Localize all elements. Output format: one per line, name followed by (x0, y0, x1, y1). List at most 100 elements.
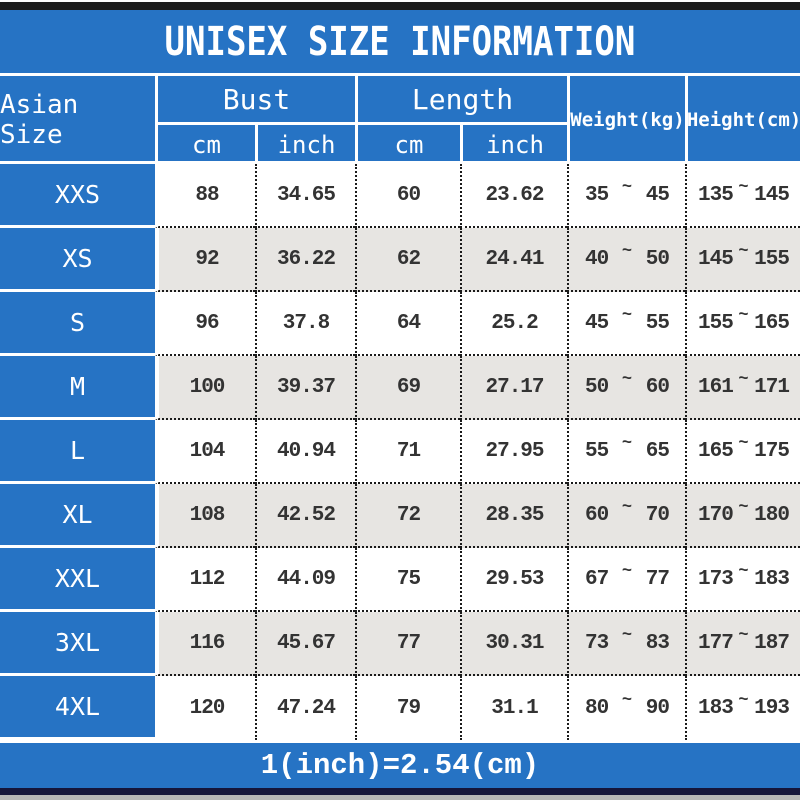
tilde-separator: ~ (738, 497, 749, 517)
height-min-value: 155 (698, 311, 734, 335)
table-row: L 104 40.94 71 27.95 55 ~ 65 165 ~ 175 (0, 420, 800, 484)
weight-max-value: 83 (645, 631, 670, 655)
tilde-separator: ~ (621, 177, 633, 197)
table-row: XXS 88 34.65 60 23.62 35 ~ 45 135 ~ 145 (0, 164, 800, 228)
height-range: 170 ~ 180 (685, 484, 800, 548)
column-header-bust-cm: cm (155, 122, 255, 164)
tilde-separator: ~ (738, 177, 749, 197)
tilde-separator: ~ (738, 690, 749, 710)
length-inch-value: 25.2 (460, 292, 567, 356)
length-cm-value: 69 (355, 356, 460, 420)
bust-cm-value: 120 (155, 676, 255, 740)
weight-min-value: 67 (585, 567, 609, 591)
height-max-value: 155 (754, 247, 790, 271)
height-range: 173 ~ 183 (685, 548, 800, 612)
length-cm-value: 79 (355, 676, 460, 740)
tilde-separator: ~ (738, 625, 749, 645)
height-range: 183 ~ 193 (685, 676, 800, 740)
weight-min-value: 73 (585, 631, 609, 655)
top-black-border (0, 2, 800, 10)
size-label: 4XL (0, 676, 155, 740)
height-min-value: 145 (698, 247, 734, 271)
bottom-navy-border (0, 788, 800, 795)
height-max-value: 193 (754, 696, 790, 720)
tilde-separator: ~ (621, 305, 633, 325)
column-header-length-cm: cm (355, 122, 460, 164)
height-min-value: 170 (698, 503, 734, 527)
height-range: 135 ~ 145 (685, 164, 800, 228)
weight-range: 67 ~ 77 (567, 548, 685, 612)
column-header-bust: Bust (155, 76, 355, 122)
weight-max-value: 45 (645, 183, 670, 207)
height-min-value: 183 (698, 696, 734, 720)
weight-min-value: 40 (585, 247, 609, 271)
table-row: XS 92 36.22 62 24.41 40 ~ 50 145 ~ 155 (0, 228, 800, 292)
weight-max-value: 77 (645, 567, 670, 591)
size-label: XXS (0, 164, 155, 228)
bottom-gray-strip (0, 795, 800, 800)
bust-cm-value: 92 (155, 228, 255, 292)
height-range: 155 ~ 165 (685, 292, 800, 356)
height-max-value: 145 (754, 183, 790, 207)
bust-inch-value: 36.22 (255, 228, 355, 292)
height-range: 177 ~ 187 (685, 612, 800, 676)
height-max-value: 171 (754, 375, 790, 399)
length-inch-value: 27.95 (460, 420, 567, 484)
table-body: XXS 88 34.65 60 23.62 35 ~ 45 135 ~ 145 … (0, 164, 800, 740)
size-label: XXL (0, 548, 155, 612)
weight-max-value: 70 (645, 503, 670, 527)
column-header-height: Height(cm) (685, 76, 800, 164)
size-label: 3XL (0, 612, 155, 676)
column-header-length: Length (355, 76, 567, 122)
length-cm-value: 77 (355, 612, 460, 676)
weight-range: 60 ~ 70 (567, 484, 685, 548)
page-title: UNISEX SIZE INFORMATION (164, 18, 636, 65)
tilde-separator: ~ (621, 690, 633, 710)
title-bar: UNISEX SIZE INFORMATION (0, 10, 800, 76)
bust-cm-value: 104 (155, 420, 255, 484)
length-inch-value: 27.17 (460, 356, 567, 420)
tilde-separator: ~ (621, 241, 633, 261)
size-label: S (0, 292, 155, 356)
size-label: XS (0, 228, 155, 292)
length-inch-value: 30.31 (460, 612, 567, 676)
length-cm-value: 71 (355, 420, 460, 484)
bust-inch-value: 39.37 (255, 356, 355, 420)
weight-max-value: 60 (645, 375, 670, 399)
bust-cm-value: 108 (155, 484, 255, 548)
tilde-separator: ~ (621, 369, 633, 389)
weight-range: 50 ~ 60 (567, 356, 685, 420)
tilde-separator: ~ (738, 369, 749, 389)
bust-inch-value: 47.24 (255, 676, 355, 740)
height-range: 145 ~ 155 (685, 228, 800, 292)
weight-min-value: 45 (585, 311, 609, 335)
weight-range: 80 ~ 90 (567, 676, 685, 740)
weight-max-value: 55 (645, 311, 670, 335)
weight-range: 55 ~ 65 (567, 420, 685, 484)
height-max-value: 187 (754, 631, 790, 655)
length-inch-value: 31.1 (460, 676, 567, 740)
table-row: 3XL 116 45.67 77 30.31 73 ~ 83 177 ~ 187 (0, 612, 800, 676)
length-inch-value: 23.62 (460, 164, 567, 228)
height-max-value: 165 (754, 311, 790, 335)
bust-inch-value: 34.65 (255, 164, 355, 228)
height-max-value: 180 (754, 503, 790, 527)
height-min-value: 161 (698, 375, 734, 399)
bust-inch-value: 37.8 (255, 292, 355, 356)
length-cm-value: 60 (355, 164, 460, 228)
table-row: XL 108 42.52 72 28.35 60 ~ 70 170 ~ 180 (0, 484, 800, 548)
bust-inch-value: 40.94 (255, 420, 355, 484)
height-range: 165 ~ 175 (685, 420, 800, 484)
weight-max-value: 90 (645, 696, 670, 720)
conversion-note: 1(inch)=2.54(cm) (260, 749, 540, 782)
bust-cm-value: 112 (155, 548, 255, 612)
size-label: XL (0, 484, 155, 548)
height-min-value: 165 (698, 439, 734, 463)
tilde-separator: ~ (621, 497, 633, 517)
weight-range: 45 ~ 55 (567, 292, 685, 356)
height-range: 161 ~ 171 (685, 356, 800, 420)
table-row: S 96 37.8 64 25.2 45 ~ 55 155 ~ 165 (0, 292, 800, 356)
size-label: M (0, 356, 155, 420)
tilde-separator: ~ (738, 241, 749, 261)
weight-min-value: 35 (585, 183, 609, 207)
